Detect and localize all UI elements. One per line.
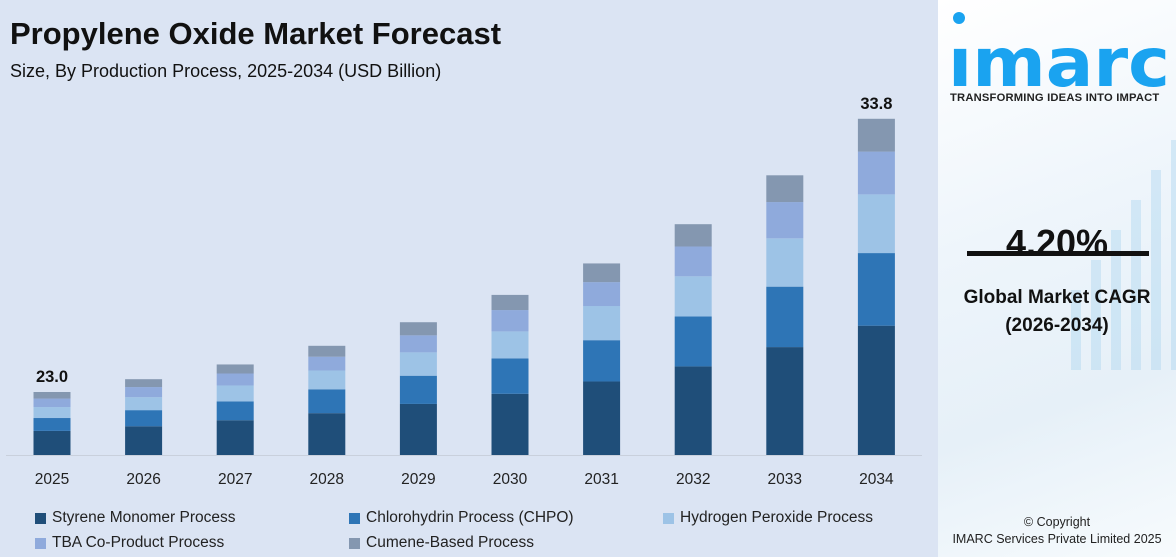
bar-segment-2031-3 — [583, 282, 621, 307]
chart-legend: Styrene Monomer Process Chlorohydrin Proc… — [0, 505, 938, 555]
bar-segment-2030-4 — [491, 294, 529, 311]
decorative-chart-background — [1071, 140, 1176, 370]
bar-segment-2026-4 — [125, 379, 163, 388]
copyright: © Copyright IMARC Services Private Limit… — [938, 514, 1176, 548]
bar-segment-2029-4 — [399, 322, 437, 336]
x-tick-label: 2032 — [676, 471, 710, 488]
legend-item: Chlorohydrin Process (CHPO) — [349, 509, 574, 527]
legend-swatch — [349, 512, 360, 524]
data-label: 23.0 — [36, 368, 68, 386]
x-tick-label: 2030 — [493, 471, 528, 488]
bar-segment-2033-1 — [766, 286, 804, 348]
bar-segment-2027-2 — [216, 385, 254, 402]
legend-label: Hydrogen Peroxide Process — [680, 509, 873, 526]
bar-segment-2029-1 — [399, 375, 437, 404]
legend-item: TBA Co-Product Process — [35, 534, 224, 552]
legend-label: TBA Co-Product Process — [52, 534, 225, 551]
bar-segment-2026-1 — [125, 410, 163, 427]
legend-label: Cumene-Based Process — [366, 534, 534, 551]
bar-segment-2032-2 — [674, 276, 712, 317]
bar-segment-2033-0 — [766, 347, 804, 455]
chart-title: Propylene Oxide Market Forecast — [10, 16, 502, 51]
bar-segment-2027-3 — [216, 373, 254, 386]
bar-segment-2029-0 — [399, 403, 437, 455]
legend-item: Hydrogen Peroxide Process — [663, 509, 873, 527]
imarc-logo: ımarc — [948, 8, 1173, 103]
bar-segment-2032-3 — [674, 246, 712, 277]
cagr-label-text: Global Market CAGR — [963, 287, 1151, 308]
bar-segment-2034-4 — [857, 118, 895, 152]
bar-segment-2031-0 — [583, 381, 621, 455]
bar-segment-2029-3 — [399, 335, 437, 353]
bar-segment-2030-3 — [491, 310, 529, 332]
bar-segment-2026-2 — [125, 397, 163, 411]
x-tick-label: 2028 — [310, 471, 344, 488]
bar-segment-2033-4 — [766, 175, 804, 203]
cagr-label: Global Market CAGR (2026-2034) — [938, 284, 1176, 340]
bar-segment-2033-3 — [766, 202, 804, 239]
bar-segment-2034-2 — [857, 194, 895, 254]
bar-segment-2028-1 — [308, 389, 346, 414]
legend-swatch — [35, 537, 46, 549]
bar-segment-2027-0 — [216, 420, 254, 455]
divider — [967, 251, 1149, 256]
bar-segment-2030-1 — [491, 358, 529, 394]
x-tick-label: 2029 — [401, 471, 435, 488]
bar-segment-2031-4 — [583, 263, 621, 283]
chart-subtitle: Size, By Production Process, 2025-2034 (… — [10, 61, 442, 81]
bar-segment-2034-3 — [857, 151, 895, 195]
legend-item: Styrene Monomer Process — [35, 509, 236, 527]
legend-item: Cumene-Based Process — [349, 534, 534, 552]
bar-segment-2030-2 — [491, 331, 529, 359]
bar-segment-2026-3 — [125, 387, 163, 398]
cagr-period: (2026-2034) — [1005, 315, 1109, 336]
data-label: 33.8 — [860, 95, 892, 113]
bar-segment-2034-1 — [857, 253, 895, 326]
legend-swatch — [35, 512, 46, 524]
sidebar-panel: ımarc TRANSFORMING IDEAS INTO IMPACT 4.2… — [938, 0, 1176, 557]
stacked-bar-chart: 2025 23.0 2026 2027 2028 2029 2030 2031 2032 2033… — [6, 95, 922, 488]
bar-segment-2026-0 — [125, 426, 163, 455]
bar-segment-2025-2 — [33, 407, 71, 419]
bar-segment-2033-2 — [766, 238, 804, 287]
bar-segment-2032-1 — [674, 316, 712, 367]
bar-segment-2028-0 — [308, 413, 346, 455]
svg-text:ımarc: ımarc — [948, 24, 1170, 93]
chart-panel: Propylene Oxide Market Forecast Size, By… — [0, 16, 938, 555]
bar-segment-2030-0 — [491, 393, 529, 455]
bar-segment-2029-2 — [399, 352, 437, 376]
bar-segment-2027-1 — [216, 401, 254, 421]
bar-segment-2034-0 — [857, 325, 895, 455]
bar-segment-2028-4 — [308, 345, 346, 357]
bar-segment-2032-4 — [674, 224, 712, 247]
copyright-company: IMARC Services Private Limited 2025 — [952, 532, 1162, 546]
x-tick-label: 2026 — [126, 471, 160, 488]
legend-swatch — [349, 537, 360, 549]
cagr-value: 4.20% — [1005, 222, 1109, 263]
legend-label: Styrene Monomer Process — [52, 509, 236, 526]
x-tick-label: 2027 — [218, 471, 252, 488]
bar-segment-2025-4 — [33, 392, 71, 399]
bar-segment-2031-1 — [583, 340, 621, 382]
copyright-label: © Copyright — [1023, 515, 1091, 529]
bar-segment-2025-1 — [33, 418, 71, 431]
x-tick-label: 2031 — [584, 471, 618, 488]
bar-segment-2032-0 — [674, 366, 712, 455]
x-tick-label: 2025 — [35, 471, 69, 488]
bar-segment-2025-3 — [33, 398, 71, 408]
x-tick-label: 2034 — [859, 471, 894, 488]
bar-segment-2031-2 — [583, 306, 621, 341]
bar-segment-2028-3 — [308, 356, 346, 371]
x-tick-label: 2033 — [768, 471, 802, 488]
legend-swatch — [663, 512, 674, 524]
bar-segment-2028-2 — [308, 370, 346, 390]
logo-tagline: TRANSFORMING IDEAS INTO IMPACT — [950, 92, 1160, 104]
legend-label: Chlorohydrin Process (CHPO) — [366, 509, 574, 526]
bar-segment-2025-0 — [33, 430, 71, 455]
bar-segment-2027-4 — [216, 364, 254, 374]
